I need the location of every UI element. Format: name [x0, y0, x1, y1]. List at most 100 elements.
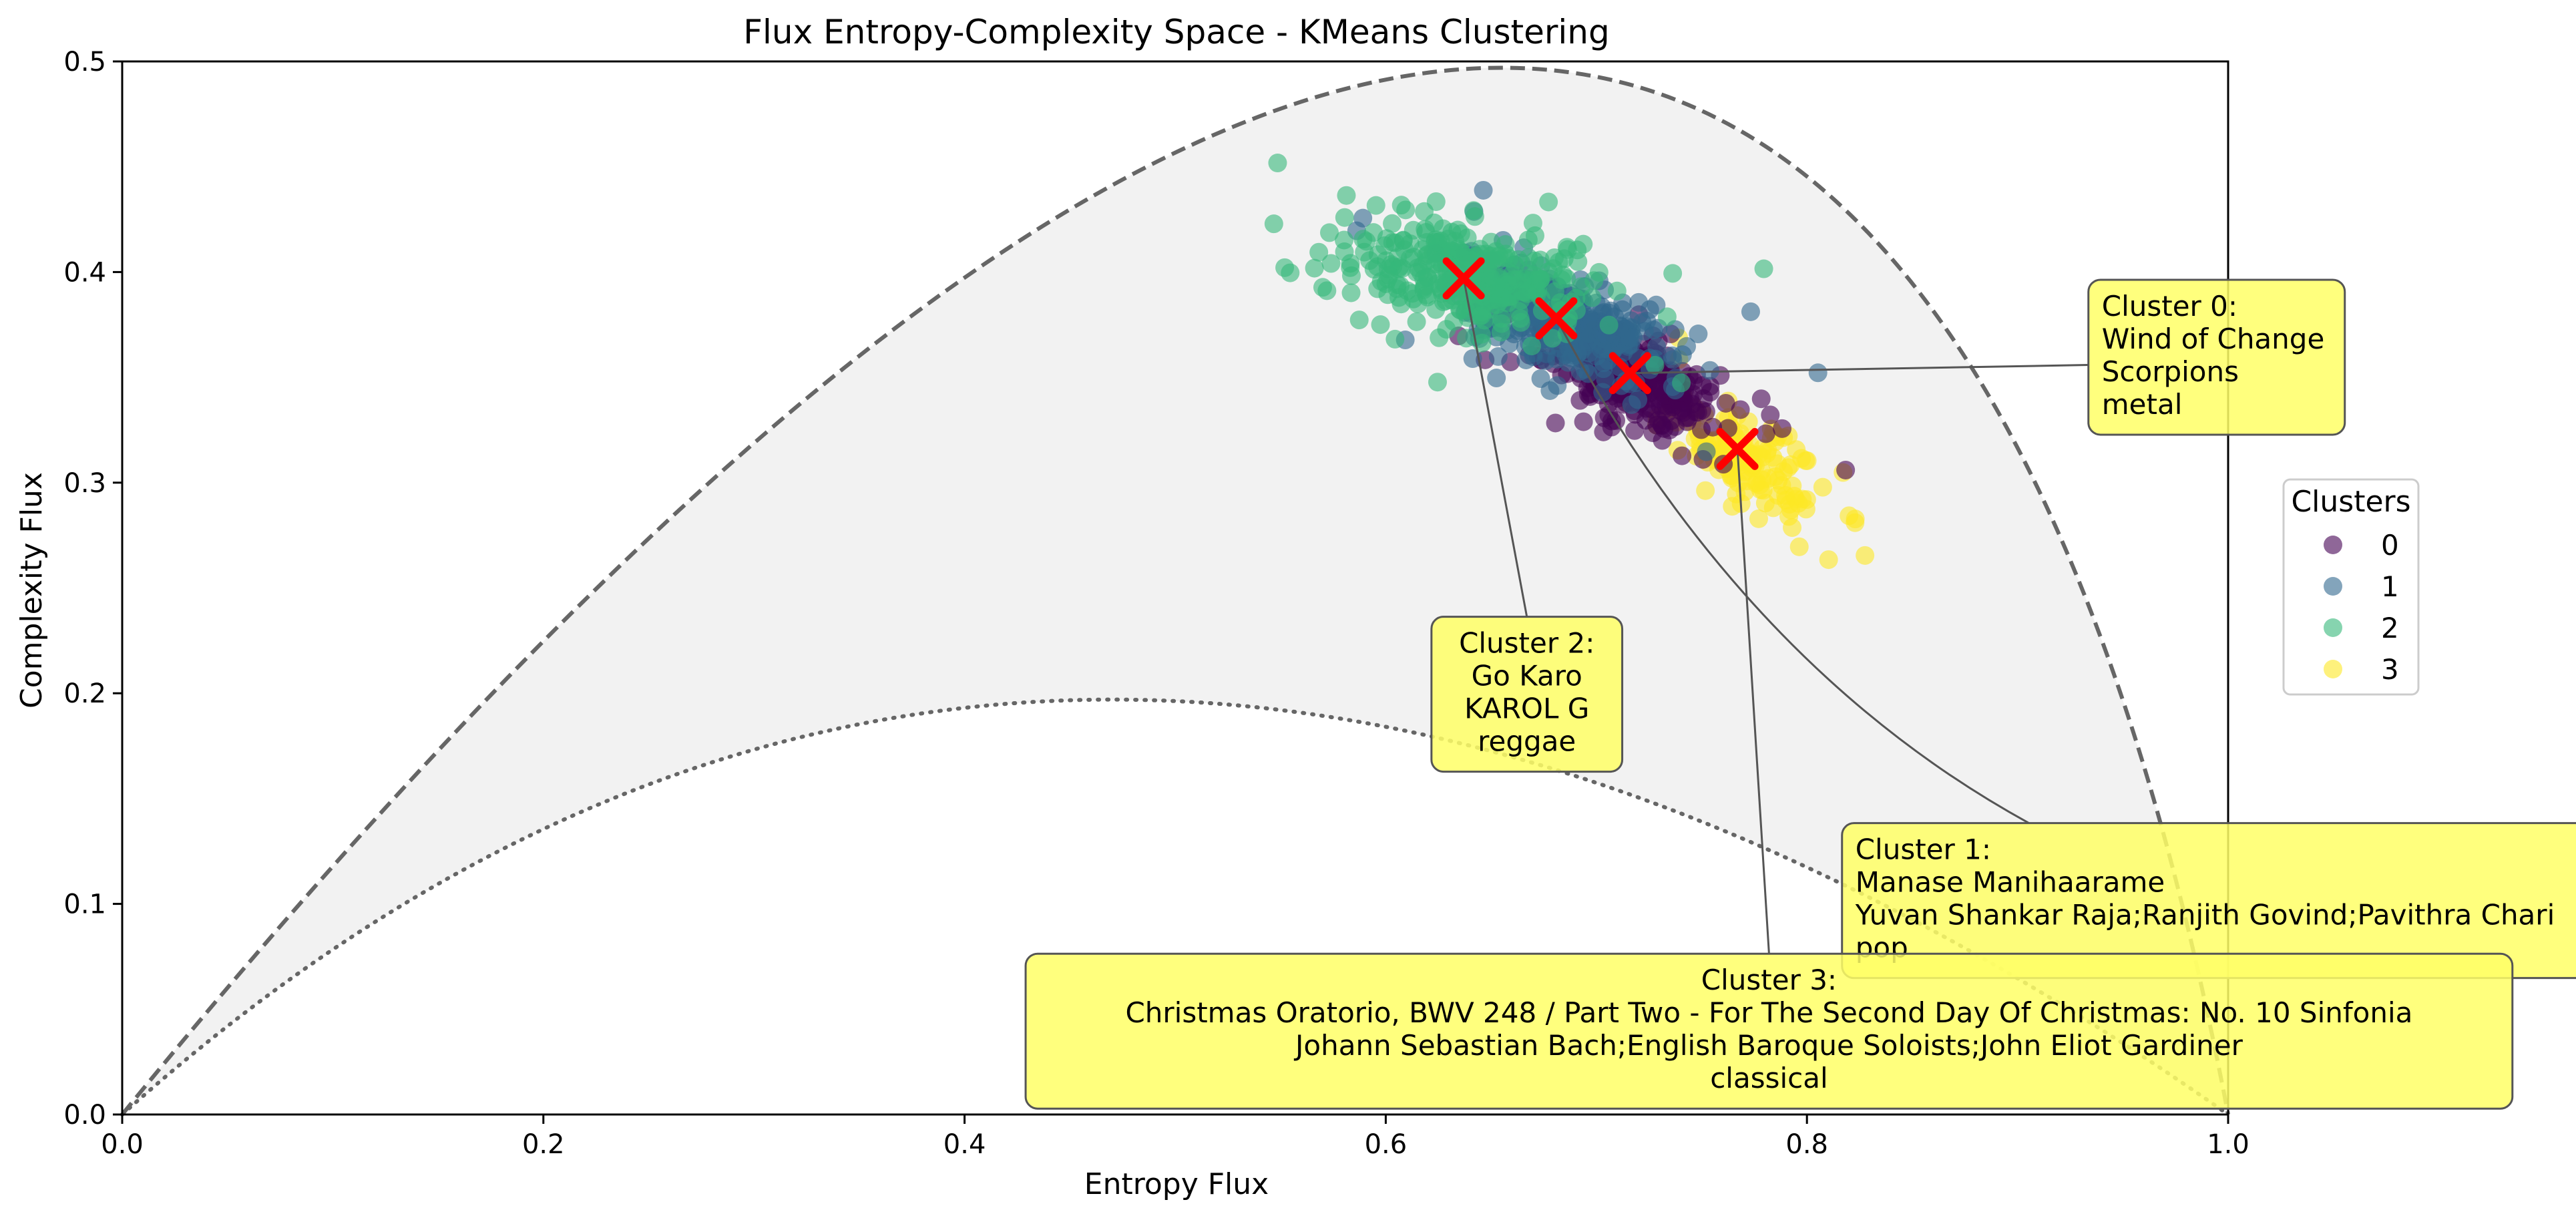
data-point — [1763, 498, 1783, 518]
data-point — [1407, 312, 1426, 331]
data-point — [1334, 230, 1353, 250]
legend-items: 0 1 2 3 — [2324, 529, 2399, 686]
data-point — [1411, 262, 1430, 282]
data-point — [1531, 269, 1550, 288]
legend-label: 3 — [2381, 653, 2399, 686]
data-point — [1511, 313, 1530, 332]
centroid-x-stroke — [1716, 427, 1759, 470]
data-point — [1491, 323, 1510, 342]
x-tick-label: 1.0 — [2207, 1129, 2249, 1160]
data-point — [1309, 242, 1329, 262]
data-point — [1629, 292, 1649, 312]
legend-marker — [2324, 660, 2342, 678]
data-point — [1488, 347, 1508, 366]
data-point — [1623, 328, 1643, 347]
data-point — [1655, 419, 1674, 438]
data-point — [1451, 224, 1470, 243]
y-tick-label: 0.4 — [63, 257, 106, 288]
annotation-connectors — [1462, 278, 2089, 954]
data-point — [1281, 263, 1300, 282]
y-tick-label: 0.1 — [63, 889, 106, 920]
legend-label: 1 — [2381, 570, 2399, 603]
data-point — [1465, 207, 1484, 226]
legend-marker — [2324, 536, 2342, 554]
annotation-cluster-3: Cluster 3:Christmas Oratorio, BWV 248 / … — [1024, 952, 2514, 1110]
annotation-line: metal — [2102, 388, 2183, 421]
data-point — [1305, 258, 1324, 278]
annotation-line: Yuvan Shankar Raja;Ranjith Govind;Pavith… — [1855, 899, 2555, 932]
annotation-connector — [1555, 318, 2030, 824]
series-2-points — [1264, 154, 1773, 393]
data-point — [1482, 232, 1501, 252]
data-point — [1846, 510, 1865, 529]
annotation-line: Cluster 0: — [2102, 290, 2237, 323]
upper-bound-curve — [120, 65, 2230, 1116]
plot-frame — [121, 60, 2229, 1116]
data-point — [1622, 395, 1641, 414]
data-point — [1574, 234, 1593, 254]
annotation-connector — [1736, 449, 1770, 954]
legend: Clusters 0 1 2 3 — [2282, 478, 2420, 696]
data-point — [1371, 315, 1390, 335]
data-point — [1781, 500, 1800, 520]
legend-frame — [2282, 478, 2420, 696]
data-point — [1647, 295, 1666, 315]
data-point — [1594, 408, 1614, 427]
data-point — [1539, 192, 1558, 212]
data-point — [1337, 186, 1356, 205]
data-point — [1813, 477, 1832, 497]
data-point — [1540, 381, 1560, 400]
annotation-box — [1024, 952, 2514, 1110]
data-point — [1688, 403, 1707, 422]
data-point — [1737, 471, 1756, 491]
data-point — [1645, 355, 1665, 375]
axis-ticks: 0.0 0.2 0.4 0.6 0.8 1.0 0.0 0.1 0.2 0.3 0.4 0.5 — [63, 47, 2249, 1160]
data-point — [1400, 249, 1420, 268]
data-point — [1663, 264, 1683, 283]
data-point — [1509, 250, 1528, 269]
chart-title: Flux Entropy-Complexity Space - KMeans C… — [743, 13, 1610, 51]
data-point — [1756, 424, 1775, 443]
data-point — [1607, 281, 1627, 300]
data-point — [1599, 315, 1619, 335]
data-point — [1268, 154, 1287, 173]
annotation-line: Scorpions — [2102, 355, 2239, 388]
lower-bound-curve — [120, 697, 2230, 1116]
data-point — [1836, 460, 1856, 479]
legend-label: 2 — [2381, 612, 2399, 644]
annotation-line: Johann Sebastian Bach;English Baroque So… — [1293, 1029, 2243, 1062]
data-point — [1773, 419, 1792, 438]
data-point — [1317, 281, 1337, 300]
data-point — [1701, 383, 1720, 402]
centroid-cluster-0 — [1608, 352, 1651, 395]
legend-item-0: 0 — [2324, 529, 2399, 562]
data-point — [1754, 259, 1773, 278]
annotation-line: reggae — [1478, 725, 1576, 758]
data-point — [1377, 229, 1396, 248]
data-point — [1808, 363, 1828, 383]
data-point — [1264, 214, 1283, 234]
data-point — [1751, 389, 1771, 409]
data-point — [1856, 546, 1875, 565]
annotation-line: Manase Manihaarame — [1856, 866, 2165, 899]
centroid-x-stroke — [1608, 352, 1651, 395]
data-point — [1673, 446, 1692, 465]
data-point — [1761, 405, 1780, 425]
centroid-cluster-2 — [1442, 257, 1485, 300]
data-point — [1570, 391, 1590, 410]
legend-item-2: 2 — [2324, 612, 2399, 644]
data-point — [1428, 373, 1447, 392]
data-point — [1700, 361, 1719, 380]
data-point — [1749, 509, 1769, 528]
data-point — [1697, 442, 1716, 461]
data-point — [1672, 373, 1691, 393]
annotation-connector — [1462, 278, 1528, 617]
y-tick-label: 0.5 — [63, 47, 106, 77]
annotation-box — [2087, 278, 2346, 436]
data-point — [1741, 302, 1760, 321]
data-point — [1546, 413, 1565, 433]
x-tick-label: 0.0 — [101, 1129, 144, 1160]
legend-marker — [2324, 618, 2342, 637]
data-point — [1457, 329, 1476, 348]
